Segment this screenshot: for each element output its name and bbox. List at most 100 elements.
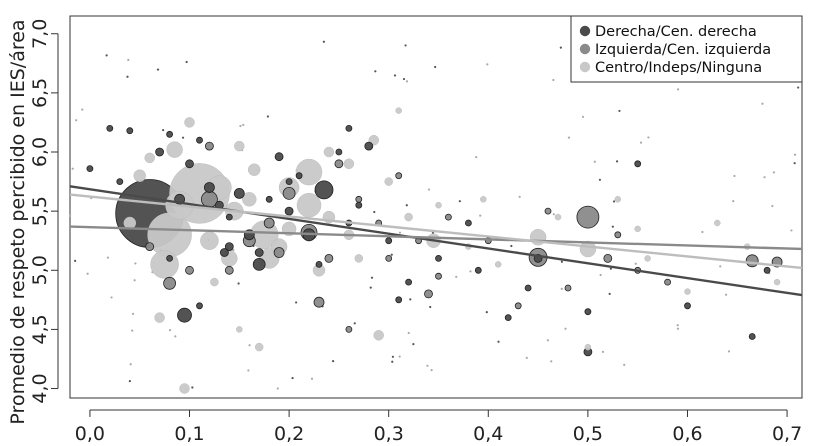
background-dot bbox=[497, 340, 500, 343]
background-dot bbox=[248, 344, 251, 347]
data-point-series-1 bbox=[544, 207, 552, 215]
background-dot bbox=[276, 387, 279, 390]
background-dot bbox=[398, 355, 401, 358]
data-point-series-1 bbox=[385, 254, 393, 262]
data-point-series-0 bbox=[524, 284, 532, 292]
data-point-series-2 bbox=[166, 141, 183, 158]
data-point-series-0 bbox=[634, 160, 642, 168]
background-dot bbox=[174, 335, 177, 338]
data-point-series-2 bbox=[242, 192, 257, 207]
fit-line-series-2 bbox=[69, 193, 803, 270]
background-dot bbox=[126, 75, 129, 78]
data-point-series-0 bbox=[395, 296, 403, 304]
data-point-series-2 bbox=[184, 117, 195, 128]
background-dot bbox=[719, 265, 722, 268]
data-point-series-0 bbox=[345, 124, 353, 132]
background-dot bbox=[611, 225, 614, 228]
data-point-series-0 bbox=[405, 278, 413, 286]
data-point-series-0 bbox=[684, 302, 691, 310]
x-tick-label: 0,4 bbox=[473, 423, 503, 445]
background-dot bbox=[295, 301, 298, 304]
data-point-series-1 bbox=[435, 272, 442, 280]
data-point-series-0 bbox=[504, 314, 512, 322]
background-dot bbox=[612, 200, 616, 203]
background-dot bbox=[469, 270, 472, 273]
data-point-series-1 bbox=[424, 289, 433, 299]
data-point-series-0 bbox=[106, 124, 114, 132]
background-dot bbox=[479, 214, 482, 217]
background-dot bbox=[510, 244, 513, 248]
legend-marker-derecha bbox=[579, 25, 591, 37]
background-dot bbox=[291, 376, 294, 380]
data-point-series-1 bbox=[345, 325, 353, 333]
data-point-series-0 bbox=[185, 159, 194, 169]
background-dot bbox=[404, 44, 407, 47]
background-dot bbox=[75, 119, 78, 122]
background-dot bbox=[790, 229, 793, 232]
legend-label-izquierda: Izquierda/Cen. izquierda bbox=[595, 42, 771, 58]
background-dot bbox=[391, 355, 395, 358]
background-dot bbox=[407, 331, 410, 335]
data-point-series-2 bbox=[343, 158, 355, 170]
background-dot bbox=[609, 267, 612, 270]
background-dot bbox=[131, 312, 135, 315]
x-tick-label: 0,5 bbox=[573, 423, 603, 445]
background-dot bbox=[181, 136, 185, 139]
data-point-series-2 bbox=[395, 107, 402, 114]
background-dot bbox=[525, 356, 528, 359]
y-tick-label: 4,5 bbox=[29, 314, 51, 344]
data-point-series-1 bbox=[224, 265, 234, 275]
data-point-series-0 bbox=[335, 148, 343, 156]
y-axis-title: Promedio de respeto percibido en IES/áre… bbox=[7, 19, 29, 424]
data-point-series-1 bbox=[355, 195, 363, 203]
data-point-series-1 bbox=[145, 242, 155, 252]
data-point-series-2 bbox=[773, 278, 781, 286]
data-point-series-1 bbox=[324, 253, 334, 263]
background-dot bbox=[402, 77, 406, 81]
x-tick-label: 0,0 bbox=[75, 423, 105, 445]
background-dot bbox=[331, 360, 335, 363]
background-dot bbox=[732, 200, 735, 203]
background-dot bbox=[486, 63, 489, 66]
data-point-series-2 bbox=[295, 158, 323, 186]
x-axis: 0,0 0,1 0,2 0,3 0,4 0,5 0,6 0,7 bbox=[75, 409, 802, 445]
data-point-series-1 bbox=[444, 213, 452, 221]
data-point-series-0 bbox=[196, 136, 203, 144]
y-axis: 4,0 4,5 5,0 5,5 6,0 6,5 7,0 bbox=[29, 19, 59, 404]
data-point-series-2 bbox=[179, 383, 190, 394]
background-dot bbox=[156, 68, 160, 71]
background-dot bbox=[390, 253, 393, 256]
y-tick-label: 6,0 bbox=[29, 137, 51, 167]
data-point-series-1 bbox=[313, 296, 325, 308]
data-point-series-2 bbox=[234, 140, 245, 152]
background-dot bbox=[128, 379, 131, 383]
data-point-series-2 bbox=[384, 177, 393, 186]
background-dot bbox=[793, 162, 796, 165]
background-dot bbox=[550, 360, 553, 363]
data-point-series-0 bbox=[225, 213, 233, 221]
data-point-series-0 bbox=[265, 195, 273, 203]
data-point-series-0 bbox=[295, 172, 303, 180]
background-dot bbox=[618, 109, 621, 113]
data-point-series-2 bbox=[247, 163, 261, 176]
fit-lines-layer bbox=[69, 185, 803, 297]
data-point-series-1 bbox=[614, 231, 622, 239]
legend-marker-izquierda bbox=[579, 43, 591, 55]
data-point-series-0 bbox=[254, 248, 264, 257]
data-point-series-1 bbox=[185, 265, 194, 275]
data-point-series-0 bbox=[584, 308, 592, 316]
data-point-series-1 bbox=[395, 172, 403, 180]
background-dot bbox=[564, 327, 567, 330]
background-dot bbox=[475, 155, 478, 159]
data-point-series-0 bbox=[284, 206, 294, 216]
data-point-series-1 bbox=[576, 205, 600, 229]
data-point-series-1 bbox=[263, 217, 275, 229]
background-dot bbox=[546, 339, 549, 342]
background-dot bbox=[763, 176, 766, 179]
background-dot bbox=[552, 78, 555, 82]
legend-label-derecha: Derecha/Cen. derecha bbox=[595, 24, 757, 40]
data-point-series-0 bbox=[86, 165, 94, 173]
background-dot bbox=[106, 256, 109, 259]
background-dot bbox=[601, 350, 605, 354]
